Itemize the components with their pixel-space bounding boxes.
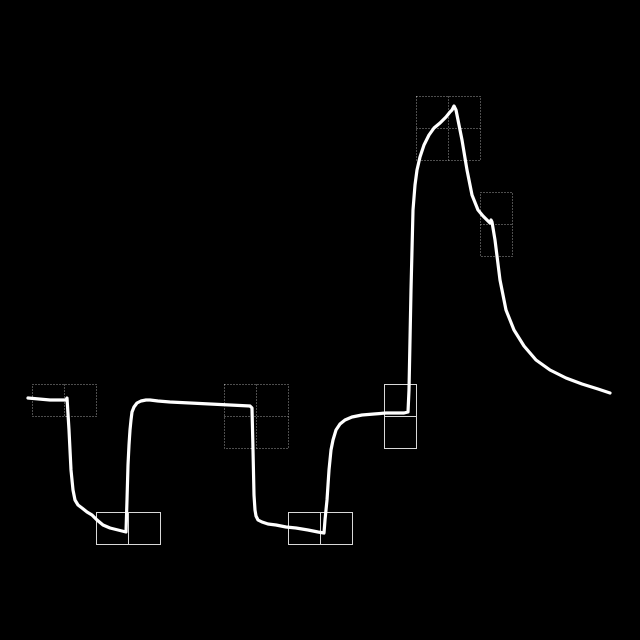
box-rise-start xyxy=(384,384,417,449)
box-peak xyxy=(416,96,481,161)
box-trough-1 xyxy=(96,512,161,545)
series-group xyxy=(26,104,612,535)
box-plateau-2 xyxy=(224,384,289,449)
series-line-trace xyxy=(26,104,612,535)
